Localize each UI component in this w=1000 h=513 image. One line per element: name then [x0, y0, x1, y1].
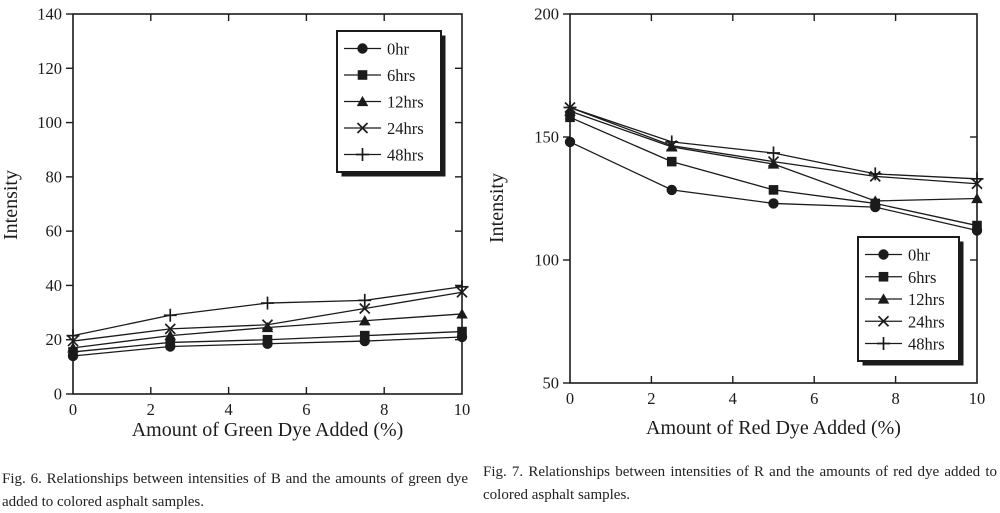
square-marker: [972, 220, 982, 231]
x-tick-label: 10: [454, 400, 471, 419]
y-tick-label: 20: [46, 330, 63, 349]
triangle-marker: [67, 342, 79, 353]
triangle-marker: [971, 192, 983, 204]
x-tick-label: 4: [729, 389, 737, 408]
circle-marker: [768, 198, 779, 209]
legend-label: 6hrs: [908, 268, 936, 287]
square-marker: [359, 330, 370, 341]
legend-label: 0hr: [908, 246, 931, 265]
series-24hrs: [67, 286, 468, 347]
triangle-marker: [877, 293, 890, 304]
legend-label: 12hrs: [908, 290, 945, 309]
triangle-marker: [261, 321, 274, 333]
plot-frame: [72, 13, 463, 395]
circle-marker: [666, 184, 677, 196]
circle-marker: [878, 249, 889, 260]
x-tick-label: 0: [69, 400, 77, 419]
y-tick-label: 40: [46, 276, 63, 295]
x-tick-label: 8: [380, 400, 388, 419]
fig7-caption: Fig. 7. Relationships between intensitie…: [483, 464, 997, 503]
square-marker: [878, 271, 889, 282]
x-tick-label: 6: [810, 389, 818, 408]
x-tick-label: 0: [566, 389, 574, 408]
square-marker: [357, 70, 368, 80]
triangle-marker: [456, 308, 468, 319]
x-tick-label: 2: [647, 389, 655, 408]
y-tick-label: 60: [46, 222, 63, 241]
legend-label: 48hrs: [387, 146, 424, 165]
y-tick-label: 100: [37, 113, 62, 132]
triangle-marker: [164, 330, 177, 341]
legend-label: 24hrs: [387, 119, 424, 138]
series-48hrs: [66, 280, 469, 343]
x-tick-label: 4: [224, 400, 232, 419]
triangle-marker: [358, 315, 371, 326]
series-12hrs: [564, 105, 983, 206]
legend-label: 48hrs: [908, 335, 945, 354]
series-6hrs: [565, 112, 982, 231]
triangle-marker: [356, 95, 369, 107]
y-tick-label: 100: [534, 251, 559, 270]
series-12hrs: [67, 308, 468, 353]
legend-label: 6hrs: [387, 66, 415, 85]
square-marker: [165, 337, 176, 348]
x-axis-title: Amount of Red Dye Added (%): [646, 417, 901, 439]
triangle-marker: [869, 195, 882, 206]
y-tick-label: 140: [37, 5, 62, 24]
triangle-marker: [767, 158, 780, 169]
x-tick-label: 2: [147, 400, 155, 419]
legend: 0hr 6hrs 12hrs 24hrs 48hrs: [336, 30, 446, 177]
circle-marker: [564, 136, 576, 148]
y-tick-label: 200: [534, 5, 559, 24]
y-tick-label: 0: [54, 385, 62, 404]
legend-label: 24hrs: [908, 312, 945, 331]
legend-label: 12hrs: [387, 93, 424, 112]
fig6-green-dye-chart: 0 20 40 60 80 100 120 140 0 2 4 6 8 10 Intensity Amount…: [0, 5, 471, 442]
y-tick-label: 120: [37, 59, 62, 78]
legend-label: 0hr: [387, 40, 410, 59]
square-marker: [565, 112, 575, 123]
circle-marker: [357, 43, 368, 54]
square-marker: [457, 326, 467, 337]
y-tick-label: 80: [46, 167, 63, 186]
y-axis-title: Intensity: [486, 173, 508, 243]
series-48hrs: [563, 100, 984, 186]
fig7-red-dye-chart: 50 100 150 200 0 2 4 6 8 10 Intensity Amount of Red…: [486, 5, 986, 440]
x-tick-label: 8: [891, 389, 899, 408]
y-tick-label: 150: [534, 128, 559, 147]
y-tick-label: 50: [543, 374, 560, 393]
x-tick-label: 10: [969, 389, 986, 408]
square-marker: [262, 334, 273, 345]
legend: 0hr 6hrs 12hrs 24hrs 48hrs: [857, 236, 964, 366]
square-marker: [666, 156, 677, 167]
fig6-caption: Fig. 6. Relationships between intensitie…: [2, 471, 468, 510]
x-tick-label: 6: [302, 400, 310, 419]
x-axis-title: Amount of Green Dye Added (%): [132, 419, 404, 441]
y-axis-title: Intensity: [0, 170, 22, 240]
square-marker: [768, 185, 779, 195]
